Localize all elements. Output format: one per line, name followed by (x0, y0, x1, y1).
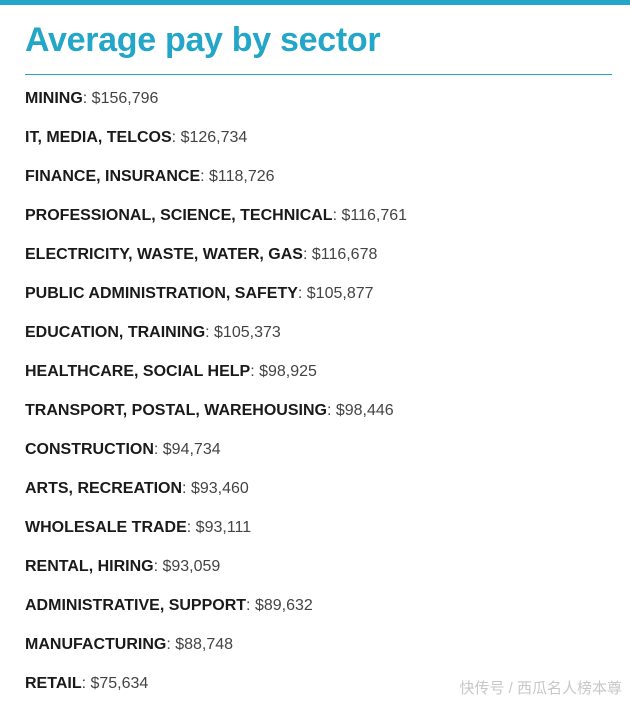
list-item: ADMINISTRATIVE, SUPPORT: $89,632 (25, 595, 407, 634)
average-pay-value: $75,634 (90, 675, 149, 692)
average-pay-value: $105,877 (306, 285, 374, 302)
separator: : (200, 168, 210, 185)
list-item: EDUCATION, TRAINING: $105,373 (25, 322, 407, 361)
average-pay-value: $88,748 (175, 636, 234, 653)
list-item: CONSTRUCTION: $94,734 (25, 439, 407, 478)
sector-name: EDUCATION, TRAINING (25, 324, 206, 341)
separator: : (186, 519, 196, 536)
average-pay-value: $93,111 (195, 519, 252, 536)
sector-name: ADMINISTRATIVE, SUPPORT (25, 597, 247, 614)
sector-name: MANUFACTURING (25, 636, 167, 653)
average-pay-value: $94,734 (162, 441, 221, 458)
list-item: PUBLIC ADMINISTRATION, SAFETY: $105,877 (25, 283, 407, 322)
separator: : (326, 402, 336, 419)
sector-name: FINANCE, INSURANCE (25, 168, 201, 185)
list-item: HEALTHCARE, SOCIAL HELP: $98,925 (25, 361, 407, 400)
sector-name: RENTAL, HIRING (25, 558, 154, 575)
sector-name: PROFESSIONAL, SCIENCE, TECHNICAL (25, 207, 333, 224)
list-item: IT, MEDIA, TELCOS: $126,734 (25, 127, 407, 166)
separator: : (153, 558, 163, 575)
watermark: 快传号 / 西瓜名人榜本尊 (459, 680, 622, 697)
separator: : (81, 675, 91, 692)
average-pay-value: $105,373 (214, 324, 281, 341)
separator: : (153, 441, 163, 458)
sector-name: ARTS, RECREATION (25, 480, 183, 497)
average-pay-value: $156,796 (91, 90, 159, 107)
separator: : (297, 285, 307, 302)
list-item: ELECTRICITY, WASTE, WATER, GAS: $116,678 (25, 244, 407, 283)
list-item: RETAIL: $75,634 (25, 673, 407, 712)
sector-name: CONSTRUCTION (25, 441, 154, 458)
sector-name: MINING (25, 90, 83, 107)
average-pay-value: $98,446 (335, 402, 394, 419)
list-item: FINANCE, INSURANCE: $118,726 (25, 166, 407, 205)
separator: : (246, 597, 255, 614)
sector-name: HEALTHCARE, SOCIAL HELP (25, 363, 251, 380)
separator: : (166, 636, 176, 653)
average-pay-value: $118,726 (209, 168, 275, 185)
list-item: ARTS, RECREATION: $93,460 (25, 478, 407, 517)
sector-name: ELECTRICITY, WASTE, WATER, GAS (25, 246, 303, 263)
sector-name: PUBLIC ADMINISTRATION, SAFETY (25, 285, 298, 302)
separator: : (171, 129, 181, 146)
list-item: MINING: $156,796 (25, 88, 407, 127)
average-pay-value: $93,059 (162, 558, 221, 575)
separator: : (182, 480, 191, 497)
average-pay-value: $126,734 (180, 129, 248, 146)
list-item: MANUFACTURING: $88,748 (25, 634, 407, 673)
average-pay-value: $98,925 (259, 363, 317, 380)
sector-name: RETAIL (25, 675, 82, 692)
top-accent-bar (0, 0, 630, 5)
separator: : (250, 363, 260, 380)
average-pay-value: $93,460 (190, 480, 249, 497)
separator: : (302, 246, 312, 263)
sector-name: WHOLESALE TRADE (25, 519, 187, 536)
list-item: RENTAL, HIRING: $93,059 (25, 556, 407, 595)
page-title: Average pay by sector (25, 21, 381, 59)
sector-name: TRANSPORT, POSTAL, WAREHOUSING (25, 402, 327, 419)
title-divider (25, 74, 612, 75)
average-pay-value: $89,632 (254, 597, 313, 614)
separator: : (82, 90, 92, 107)
average-pay-value: $116,678 (311, 246, 378, 263)
average-pay-value: $116,761 (341, 207, 408, 224)
list-item: TRANSPORT, POSTAL, WAREHOUSING: $98,446 (25, 400, 407, 439)
separator: : (205, 324, 215, 341)
list-item: PROFESSIONAL, SCIENCE, TECHNICAL: $116,7… (25, 205, 407, 244)
separator: : (332, 207, 342, 224)
sector-pay-list: MINING: $156,796 IT, MEDIA, TELCOS: $126,… (25, 88, 407, 712)
sector-name: IT, MEDIA, TELCOS (25, 129, 172, 146)
list-item: WHOLESALE TRADE: $93,111 (25, 517, 407, 556)
